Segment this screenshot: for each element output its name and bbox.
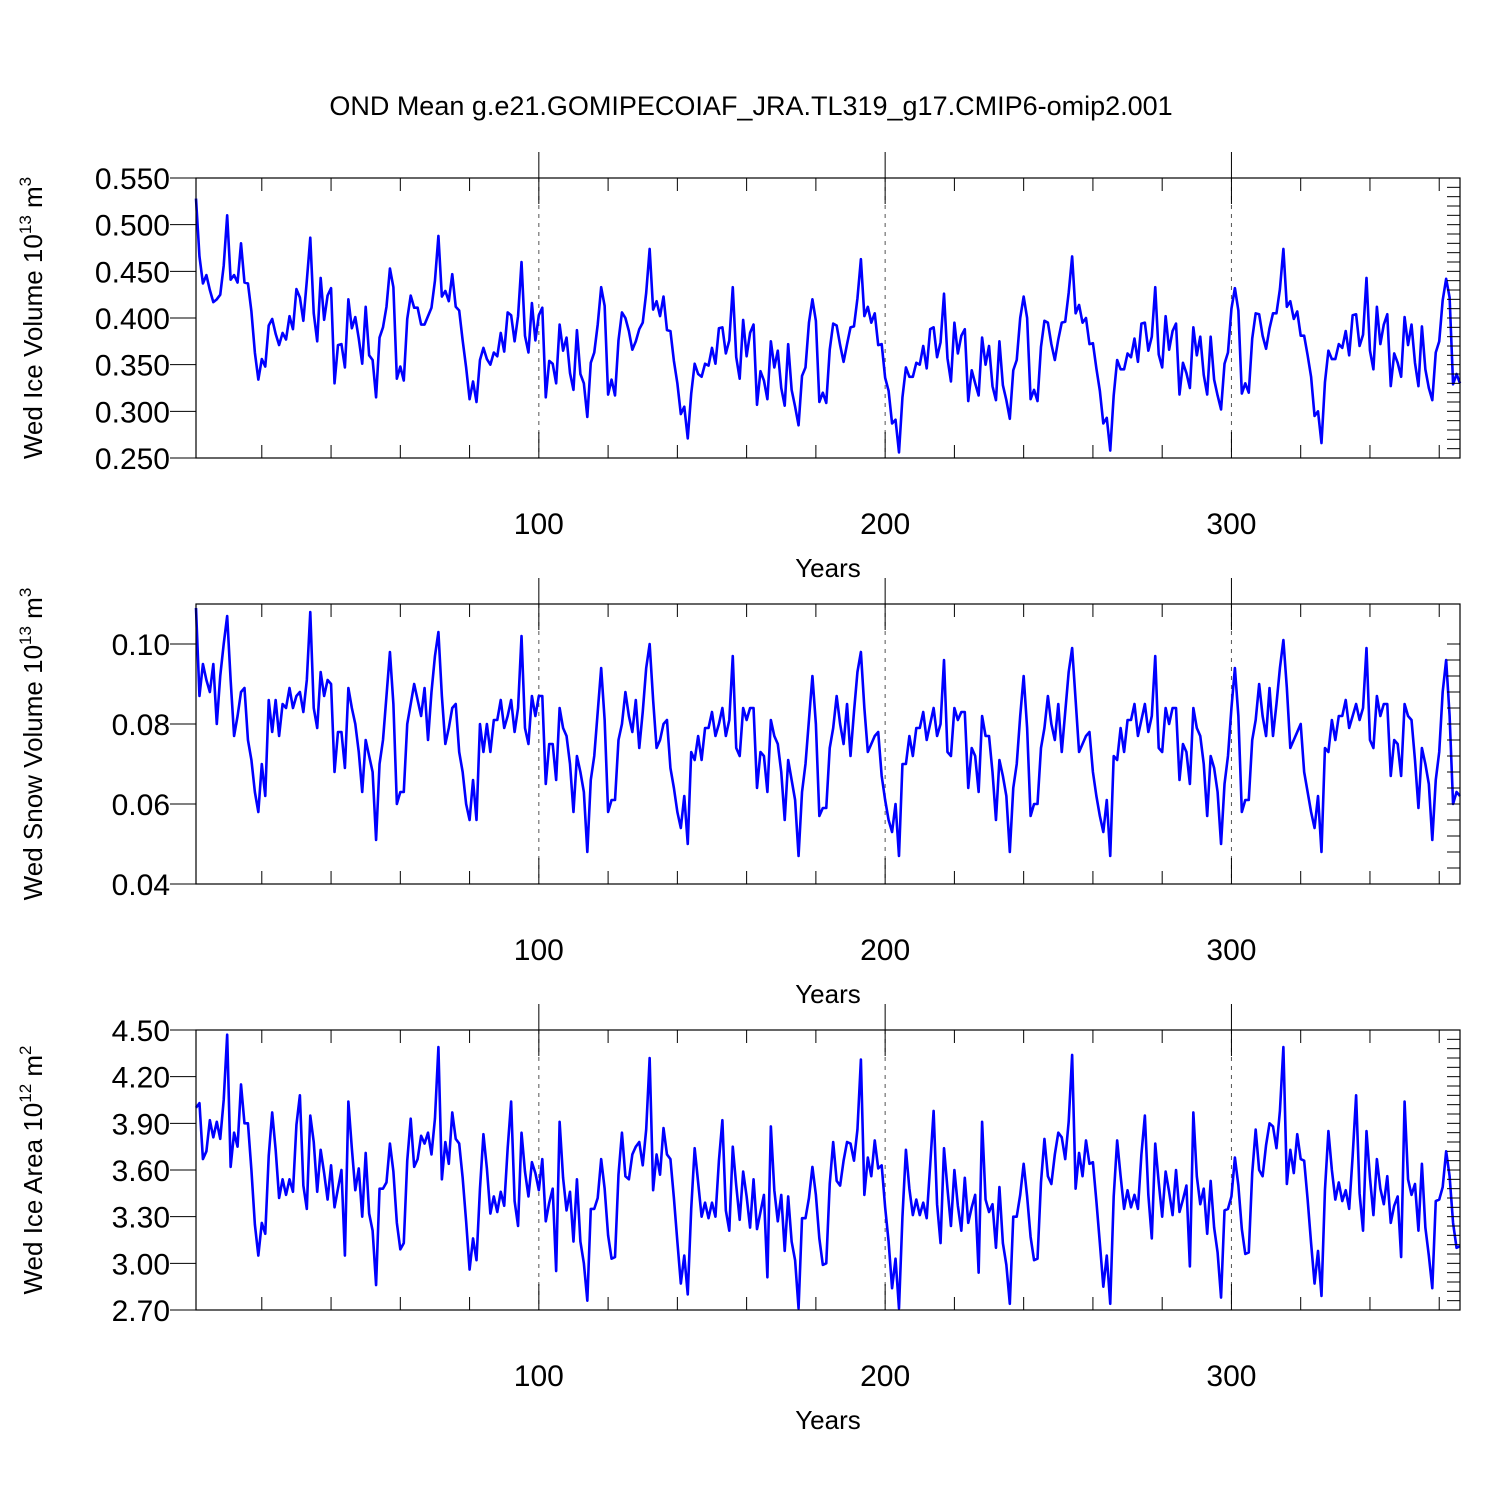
- y-label-main: Wed Ice Area 10: [18, 1103, 48, 1295]
- figure-title: OND Mean g.e21.GOMIPECOIAF_JRA.TL319_g17…: [329, 91, 1172, 121]
- x-tick-label: 100: [514, 508, 564, 541]
- plot-frame: [195, 603, 1461, 885]
- plot-frame: [195, 1029, 1461, 1311]
- y-tick-label: 0.550: [95, 163, 170, 196]
- y-tick-label: 3.60: [112, 1155, 170, 1188]
- y-tick-label: 0.500: [95, 210, 170, 243]
- y-tick-label: 4.20: [112, 1062, 170, 1095]
- y-label-unit-exponent: 2: [16, 1045, 35, 1054]
- y-tick-label: 0.250: [95, 443, 170, 476]
- x-tick-label: 300: [1206, 508, 1256, 541]
- y-label-unit: m: [18, 597, 48, 626]
- x-axis-label: Years: [795, 1405, 861, 1435]
- y-tick-label: 3.30: [112, 1202, 170, 1235]
- y-label-unit-exponent: 3: [16, 177, 35, 186]
- y-tick-label: 0.08: [112, 709, 170, 742]
- y-axis-label: Wed Ice Area 1012 m2: [16, 1045, 48, 1294]
- y-label-main: Wed Snow Volume 10: [18, 645, 48, 900]
- x-tick-label: 300: [1206, 1360, 1256, 1393]
- x-tick-label: 300: [1206, 934, 1256, 967]
- chart-panel-2: 100 200 300 Years 0.04 0.06 0.08 0.10 Wed Snow V…: [16, 578, 1461, 1009]
- series-line: [194, 607, 1461, 858]
- y-label-exponent: 12: [16, 1084, 35, 1103]
- x-tick-label: 200: [860, 934, 910, 967]
- y-label-unit: m: [18, 186, 48, 215]
- y-tick-label: 0.450: [95, 256, 170, 289]
- y-tick-label: 2.70: [112, 1295, 170, 1328]
- y-tick-label: 0.06: [112, 789, 170, 822]
- x-tick-label: 200: [860, 508, 910, 541]
- chart-panel-3: 100 200 300 Years 2.70 3.00 3.30 3.60 3.90 4.20 4.…: [16, 1004, 1461, 1435]
- y-tick-label: 4.50: [112, 1015, 170, 1048]
- y-axis-label: Wed Ice Volume 1013 m3: [16, 177, 48, 459]
- x-tick-label: 100: [514, 934, 564, 967]
- y-tick-label: 0.300: [95, 396, 170, 429]
- x-tick-label: 100: [514, 1360, 564, 1393]
- y-tick-label: 3.90: [112, 1108, 170, 1141]
- y-label-exponent: 13: [16, 215, 35, 234]
- y-tick-label: 3.00: [112, 1248, 170, 1281]
- panels: 100 200 300 Years 0.250 0.300 0.350 0.400 0.450 0…: [16, 152, 1462, 1435]
- chart-panel-1: 100 200 300 Years 0.250 0.300 0.350 0.400 0.450 0…: [16, 152, 1462, 583]
- y-tick-label: 0.350: [95, 350, 170, 383]
- y-label-main: Wed Ice Volume 10: [18, 234, 48, 459]
- y-label-unit: m: [18, 1055, 48, 1084]
- y-label-unit-exponent: 3: [16, 588, 35, 597]
- series-line: [194, 1033, 1461, 1310]
- x-axis-label: Years: [795, 979, 861, 1009]
- x-axis-label: Years: [795, 553, 861, 583]
- y-label-exponent: 13: [16, 626, 35, 645]
- y-tick-label: 0.400: [95, 303, 170, 336]
- y-tick-label: 0.04: [112, 869, 170, 902]
- y-tick-label: 0.10: [112, 629, 170, 662]
- y-axis-label: Wed Snow Volume 1013 m3: [16, 588, 48, 901]
- x-tick-label: 200: [860, 1360, 910, 1393]
- series-line: [194, 198, 1462, 454]
